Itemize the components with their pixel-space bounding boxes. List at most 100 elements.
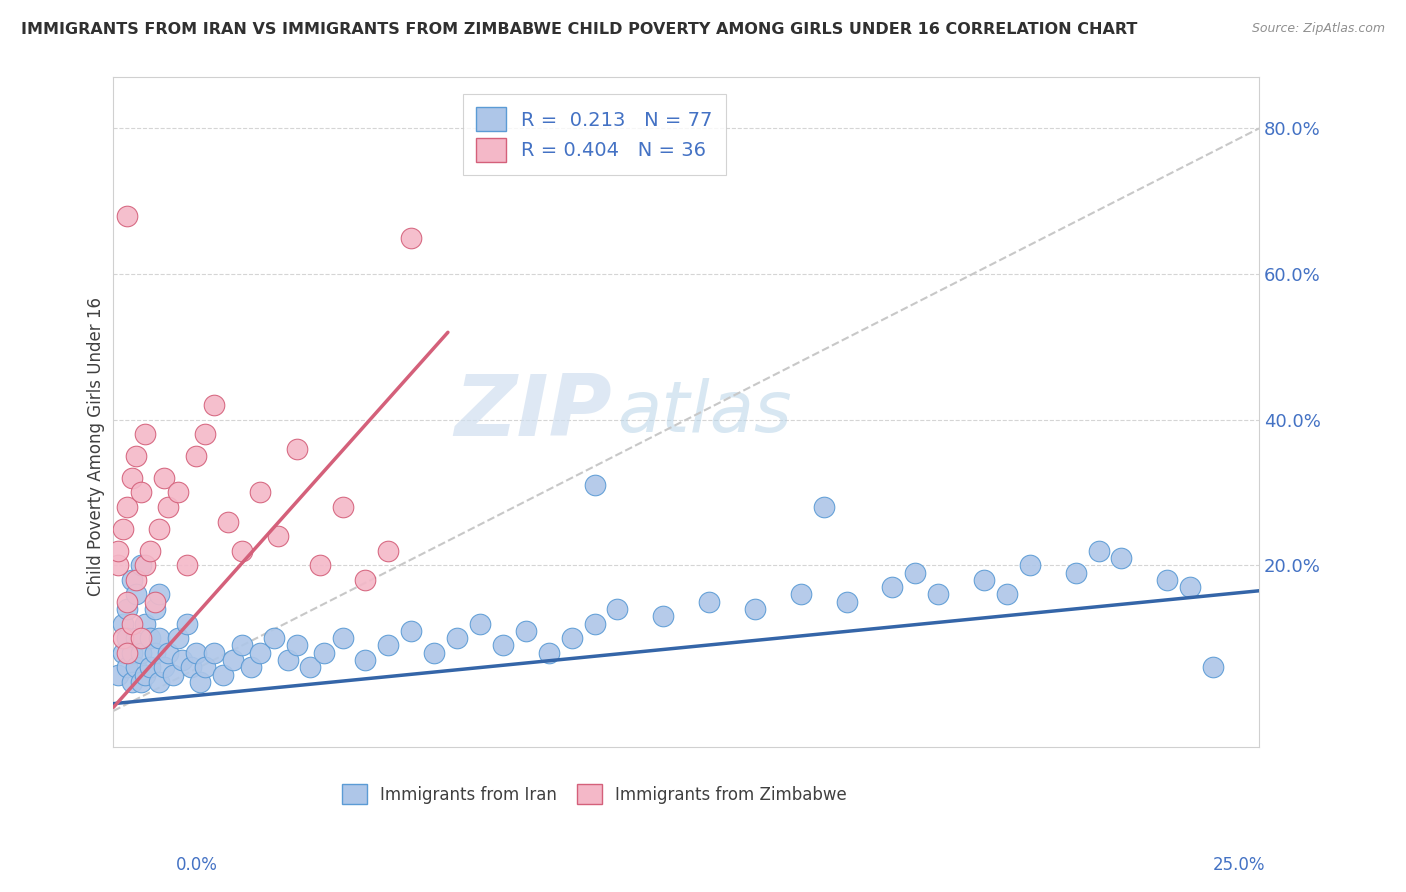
Point (143, 602, 166, 616)
Point (401, 624, 423, 638)
Point (332, 631, 354, 645)
Point (231, 639, 253, 653)
Point (285, 442, 308, 456)
Point (166, 485, 188, 500)
Point (115, 500, 138, 514)
Point (194, 660, 217, 674)
Point (561, 631, 583, 645)
Point (744, 602, 766, 616)
Point (377, 639, 399, 653)
Point (139, 543, 162, 558)
Point (263, 631, 285, 645)
Point (1111, 551, 1133, 566)
Point (606, 602, 628, 616)
Point (157, 646, 180, 660)
Point (125, 449, 148, 463)
Point (180, 660, 202, 674)
Point (583, 478, 606, 492)
Point (249, 646, 271, 660)
Point (134, 427, 156, 442)
Point (111, 616, 134, 631)
Point (129, 646, 152, 660)
Point (107, 667, 129, 681)
Point (121, 471, 143, 485)
Point (332, 500, 354, 514)
Text: IMMIGRANTS FROM IRAN VS IMMIGRANTS FROM ZIMBABWE CHILD POVERTY AMONG GIRLS UNDER: IMMIGRANTS FROM IRAN VS IMMIGRANTS FROM … (21, 22, 1137, 37)
Point (115, 646, 138, 660)
Point (1018, 558, 1040, 573)
Point (134, 558, 156, 573)
Point (583, 616, 606, 631)
Point (308, 558, 330, 573)
Point (125, 587, 148, 601)
Point (354, 573, 377, 587)
Point (115, 631, 138, 645)
Point (111, 522, 134, 536)
Point (139, 660, 162, 674)
Point (153, 660, 176, 674)
Point (239, 660, 262, 674)
Text: ZIP: ZIP (454, 371, 612, 454)
Point (299, 660, 322, 674)
Point (184, 449, 207, 463)
Point (927, 587, 949, 601)
Point (125, 631, 148, 645)
Point (267, 529, 290, 543)
Point (166, 631, 188, 645)
Point (1156, 573, 1178, 587)
Legend: Immigrants from Iran, Immigrants from Zimbabwe: Immigrants from Iran, Immigrants from Zi… (333, 776, 855, 813)
Point (121, 573, 143, 587)
Point (176, 558, 198, 573)
Point (697, 595, 720, 609)
Point (107, 558, 129, 573)
Point (148, 674, 170, 689)
Point (212, 667, 235, 681)
Point (194, 427, 217, 442)
Point (249, 485, 271, 500)
Point (172, 653, 194, 667)
Point (314, 646, 336, 660)
Point (1064, 566, 1087, 580)
Point (121, 646, 143, 660)
Point (217, 515, 239, 529)
Point (995, 587, 1018, 601)
Point (148, 522, 170, 536)
Text: Child Poverty Among Girls Under 16: Child Poverty Among Girls Under 16 (87, 296, 104, 596)
Point (515, 624, 537, 638)
Point (231, 543, 253, 558)
Point (882, 580, 904, 594)
Point (973, 573, 995, 587)
Point (492, 639, 515, 653)
Point (125, 573, 148, 587)
Point (401, 230, 423, 244)
Point (143, 595, 166, 609)
Point (813, 500, 835, 514)
Point (162, 667, 184, 681)
Point (115, 209, 138, 223)
Point (148, 631, 170, 645)
Text: 0.0%: 0.0% (176, 856, 218, 874)
Point (190, 674, 212, 689)
Point (129, 558, 152, 573)
Point (652, 609, 675, 624)
Point (537, 646, 560, 660)
Point (115, 595, 138, 609)
Point (377, 543, 399, 558)
Point (468, 616, 491, 631)
Point (157, 500, 180, 514)
Point (129, 631, 152, 645)
Text: Source: ZipAtlas.com: Source: ZipAtlas.com (1251, 22, 1385, 36)
Point (143, 646, 166, 660)
Point (790, 587, 813, 601)
Point (121, 674, 143, 689)
Point (423, 646, 446, 660)
Point (134, 667, 156, 681)
Point (121, 616, 143, 631)
Point (153, 471, 176, 485)
Point (202, 398, 225, 412)
Text: 25.0%: 25.0% (1213, 856, 1265, 874)
Point (115, 660, 138, 674)
Point (129, 674, 152, 689)
Point (1202, 660, 1225, 674)
Point (115, 602, 138, 616)
